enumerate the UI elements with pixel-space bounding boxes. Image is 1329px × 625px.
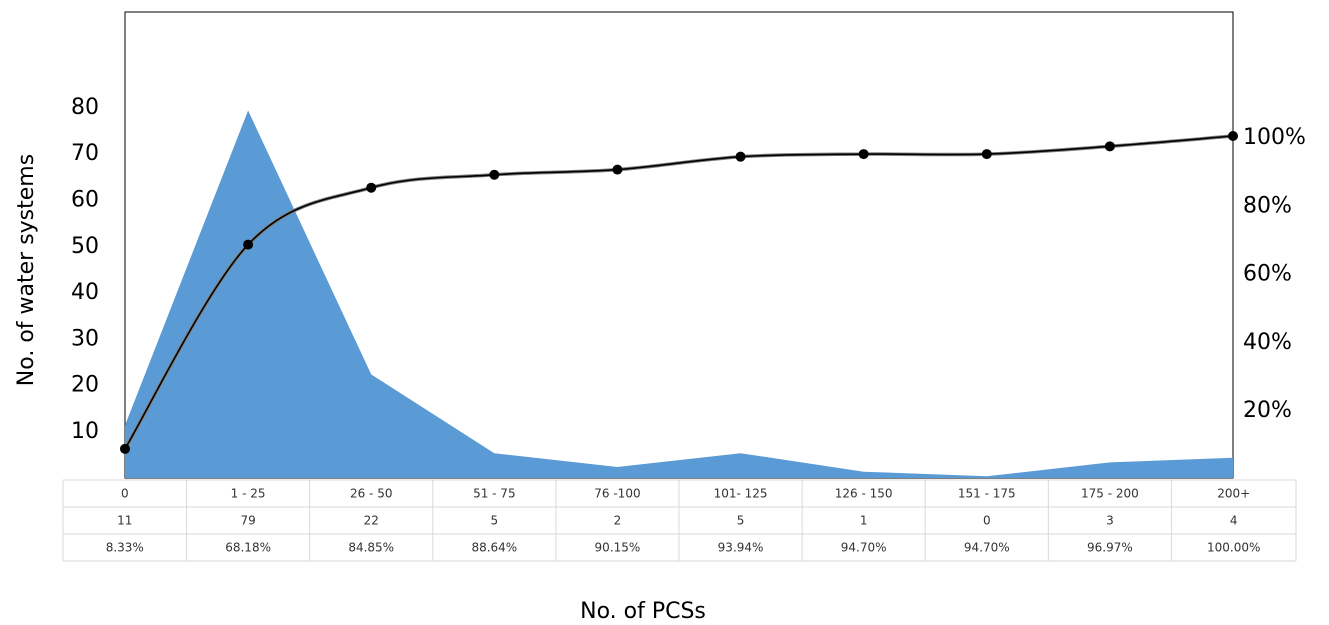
table-cell: 0 <box>121 487 129 501</box>
table-cell: 76 -100 <box>594 487 640 501</box>
table-cell: 94.70% <box>964 541 1010 555</box>
y-tick-label: 10 <box>71 419 99 444</box>
table-cell: 8.33% <box>106 541 144 555</box>
y-tick-label: 50 <box>71 234 99 259</box>
y-tick-label: 30 <box>71 326 99 351</box>
cumulative-line <box>124 135 1234 450</box>
table-cell: 26 - 50 <box>350 487 393 501</box>
cumulative-point <box>366 182 377 193</box>
area-fill <box>125 110 1233 478</box>
y2-tick-label: 20% <box>1243 398 1292 423</box>
table-cell: 3 <box>1106 514 1114 528</box>
table-cell: 96.97% <box>1087 541 1133 555</box>
cumulative-point <box>489 169 500 180</box>
table-cell: 151 - 175 <box>958 487 1016 501</box>
y-axis-right-ticks: 20% 40% 60% 80% 100% <box>1243 125 1306 423</box>
y-tick-label: 70 <box>71 141 99 166</box>
cumulative-point <box>981 149 992 160</box>
table-cell: 5 <box>491 514 499 528</box>
cumulative-line-series <box>123 134 1234 450</box>
table-cell: 101- 125 <box>714 487 768 501</box>
table-cell: 93.94% <box>718 541 764 555</box>
table-cell: 94.70% <box>841 541 887 555</box>
cumulative-point <box>1104 141 1115 152</box>
y-axis-label: No. of water systems <box>14 154 39 386</box>
table-cell: 4 <box>1230 514 1238 528</box>
y2-tick-label: 60% <box>1243 262 1292 287</box>
table-cell: 126 - 150 <box>835 487 893 501</box>
cumulative-point <box>1228 131 1238 141</box>
cumulative-point <box>120 443 130 454</box>
table-cell: 68.18% <box>225 541 271 555</box>
y-tick-label: 40 <box>71 280 99 305</box>
table-cell: 90.15% <box>595 541 641 555</box>
table-cell: 1 - 25 <box>231 487 266 501</box>
table-cell: 200+ <box>1217 487 1250 501</box>
table-cell: 1 <box>860 514 868 528</box>
y-tick-label: 60 <box>71 188 99 213</box>
table-cell: 175 - 200 <box>1081 487 1139 501</box>
cumulative-point <box>735 151 746 162</box>
y2-tick-label: 100% <box>1243 125 1306 150</box>
table-cell: 51 - 75 <box>473 487 516 501</box>
table-cell: 0 <box>983 514 991 528</box>
cumulative-point <box>243 239 254 250</box>
y2-tick-label: 80% <box>1243 193 1292 218</box>
cumulative-point <box>612 164 623 175</box>
table-cell: 5 <box>737 514 745 528</box>
y2-tick-label: 40% <box>1243 330 1292 355</box>
data-table: 0 1 - 25 26 - 50 51 - 75 76 -100 101- 125 126 … <box>62 479 1297 562</box>
cumulative-point <box>858 149 869 160</box>
x-axis-label: No. of PCSs <box>580 599 706 624</box>
area-series <box>125 110 1233 478</box>
cumulative-markers <box>120 131 1238 454</box>
table-cell: 22 <box>364 514 379 528</box>
y-tick-label: 80 <box>71 95 99 120</box>
table-cell: 100.00% <box>1207 541 1260 555</box>
table-cell: 2 <box>614 514 622 528</box>
table-cell: 84.85% <box>348 541 394 555</box>
y-axis-left-ticks: 10 20 30 40 50 60 70 80 <box>71 95 99 444</box>
table-cell: 79 <box>240 514 255 528</box>
y-tick-label: 20 <box>71 373 99 398</box>
table-cell: 88.64% <box>471 541 517 555</box>
table-cell: 11 <box>117 514 132 528</box>
